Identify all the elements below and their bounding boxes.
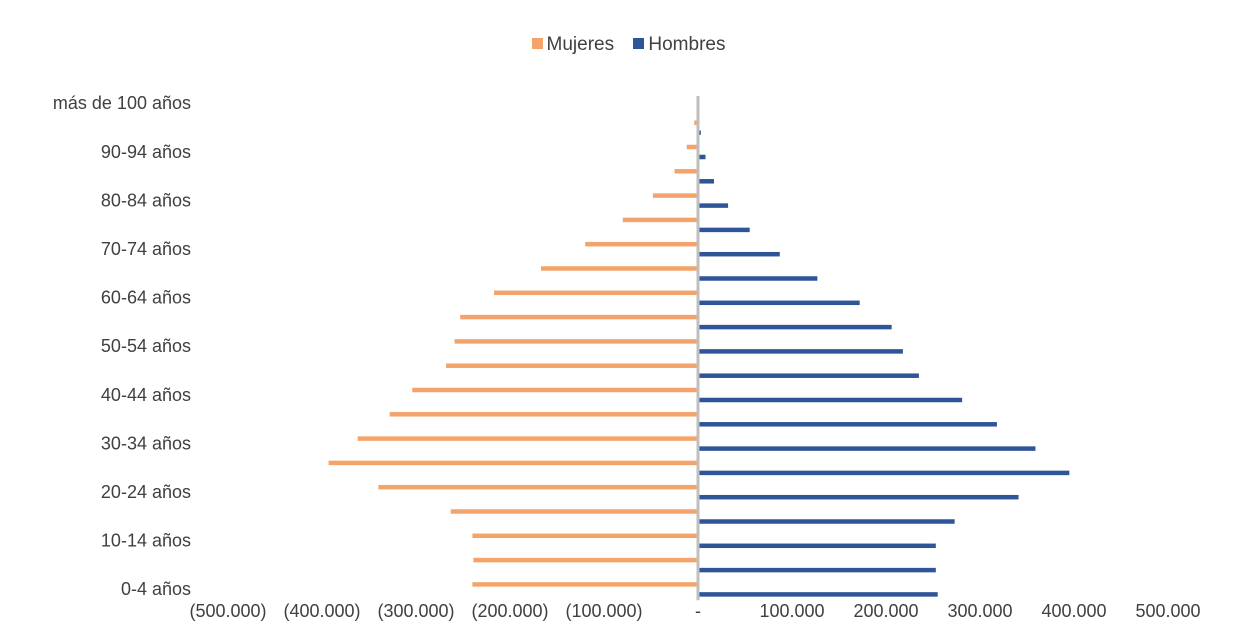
y-tick-label-8: 80-84 años bbox=[101, 190, 191, 210]
bar-mujeres-17 bbox=[674, 169, 698, 174]
bar-hombres-7 bbox=[698, 422, 997, 427]
bar-hombres-10 bbox=[698, 349, 903, 354]
x-tick-label-8: 300.000 bbox=[947, 601, 1012, 621]
bar-hombres-2 bbox=[698, 543, 936, 549]
bar-mujeres-4 bbox=[378, 484, 698, 490]
y-tick-label-7: 70-74 años bbox=[101, 239, 191, 259]
bar-hombres-12 bbox=[698, 300, 860, 306]
bar-mujeres-9 bbox=[446, 363, 698, 368]
bar-hombres-11 bbox=[698, 324, 892, 330]
y-tick-label-6: 60-64 años bbox=[101, 288, 191, 308]
bar-mujeres-14 bbox=[585, 241, 698, 247]
bar-mujeres-3 bbox=[450, 509, 698, 514]
bar-mujeres-12 bbox=[494, 290, 698, 296]
y-tick-label-1: 10-14 años bbox=[101, 531, 191, 551]
bar-hombres-9 bbox=[698, 373, 919, 378]
y-tick-label-10: más de 100 años bbox=[53, 93, 191, 113]
bar-hombres-13 bbox=[698, 276, 818, 281]
bar-mujeres-19 bbox=[694, 120, 698, 125]
bar-mujeres-16 bbox=[652, 193, 698, 198]
y-tick-label-9: 90-94 años bbox=[101, 142, 191, 162]
bar-mujeres-18 bbox=[686, 144, 698, 150]
x-tick-label-3: (200.000) bbox=[471, 601, 548, 621]
legend-swatch-hombres bbox=[633, 38, 645, 49]
x-tick-label-9: 400.000 bbox=[1041, 601, 1106, 621]
x-tick-label-0: (500.000) bbox=[189, 601, 266, 621]
bar-mujeres-15 bbox=[622, 217, 698, 223]
legend-swatch-mujeres bbox=[531, 38, 543, 49]
bar-hombres-15 bbox=[698, 227, 750, 233]
bar-mujeres-0 bbox=[472, 582, 698, 587]
chart-legend: Mujeres Hombres bbox=[0, 34, 1257, 56]
legend-label-hombres: Hombres bbox=[648, 34, 726, 55]
x-tick-label-1: (400.000) bbox=[283, 601, 360, 621]
x-tick-label-5: - bbox=[695, 601, 701, 621]
x-tick-label-2: (300.000) bbox=[377, 601, 454, 621]
bar-mujeres-2 bbox=[472, 533, 698, 539]
y-tick-label-3: 30-34 años bbox=[101, 433, 191, 453]
bar-mujeres-13 bbox=[541, 266, 698, 271]
x-tick-label-10: 500.000 bbox=[1135, 601, 1200, 621]
bar-mujeres-7 bbox=[389, 412, 698, 417]
y-tick-label-4: 40-44 años bbox=[101, 385, 191, 405]
legend-item-hombres: Hombres bbox=[633, 34, 725, 56]
bar-mujeres-1 bbox=[473, 557, 698, 563]
legend-label-mujeres: Mujeres bbox=[546, 34, 615, 55]
bar-hombres-18 bbox=[698, 154, 706, 160]
bar-hombres-17 bbox=[698, 179, 714, 184]
y-tick-label-5: 50-54 años bbox=[101, 336, 191, 356]
bar-hombres-5 bbox=[698, 470, 1070, 476]
x-tick-label-6: 100.000 bbox=[759, 601, 824, 621]
y-tick-label-0: 0-4 años bbox=[121, 579, 191, 599]
bar-hombres-16 bbox=[698, 203, 729, 208]
bar-hombres-1 bbox=[698, 567, 936, 573]
bar-mujeres-11 bbox=[460, 314, 698, 320]
x-tick-label-4: (100.000) bbox=[565, 601, 642, 621]
x-tick-label-7: 200.000 bbox=[853, 601, 918, 621]
bar-hombres-8 bbox=[698, 397, 963, 403]
bar-hombres-3 bbox=[698, 519, 955, 524]
bar-hombres-14 bbox=[698, 251, 780, 257]
bar-mujeres-6 bbox=[357, 436, 698, 441]
bar-hombres-4 bbox=[698, 494, 1019, 500]
bar-hombres-6 bbox=[698, 446, 1036, 451]
bar-mujeres-10 bbox=[454, 339, 698, 344]
bar-hombres-0 bbox=[698, 592, 938, 597]
y-tick-label-2: 20-24 años bbox=[101, 482, 191, 502]
bar-mujeres-5 bbox=[328, 460, 698, 466]
legend-item-mujeres: Mujeres bbox=[531, 34, 615, 56]
bar-mujeres-8 bbox=[412, 387, 698, 393]
